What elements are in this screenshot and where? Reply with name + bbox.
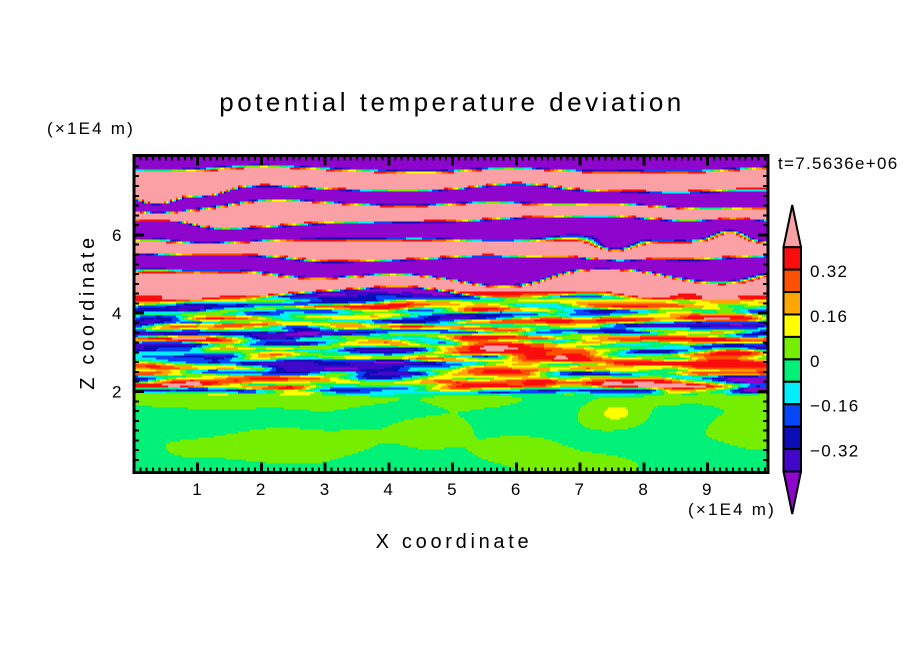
svg-text:Z coordinate: Z coordinate bbox=[77, 234, 99, 390]
svg-text:4: 4 bbox=[112, 304, 123, 323]
svg-text:0: 0 bbox=[810, 352, 821, 371]
svg-text:−0.16: −0.16 bbox=[810, 397, 860, 416]
svg-text:−0.32: −0.32 bbox=[810, 442, 860, 461]
svg-text:t=7.5636e+06: t=7.5636e+06 bbox=[778, 154, 899, 173]
svg-text:(×1E4 m): (×1E4 m) bbox=[47, 119, 135, 138]
svg-text:potential temperature deviatio: potential temperature deviation bbox=[219, 87, 685, 117]
svg-text:0.32: 0.32 bbox=[810, 262, 848, 281]
svg-text:2: 2 bbox=[112, 383, 123, 402]
svg-text:3: 3 bbox=[320, 480, 331, 499]
svg-text:6: 6 bbox=[511, 480, 522, 499]
svg-text:2: 2 bbox=[256, 480, 267, 499]
svg-text:9: 9 bbox=[702, 480, 713, 499]
svg-text:1: 1 bbox=[192, 480, 203, 499]
svg-text:0.16: 0.16 bbox=[810, 307, 848, 326]
svg-text:(×1E4 m): (×1E4 m) bbox=[688, 500, 776, 519]
svg-text:5: 5 bbox=[447, 480, 458, 499]
svg-text:7: 7 bbox=[575, 480, 586, 499]
svg-text:6: 6 bbox=[112, 226, 123, 245]
svg-text:8: 8 bbox=[638, 480, 649, 499]
svg-text:4: 4 bbox=[383, 480, 394, 499]
svg-text:X coordinate: X coordinate bbox=[376, 531, 533, 553]
